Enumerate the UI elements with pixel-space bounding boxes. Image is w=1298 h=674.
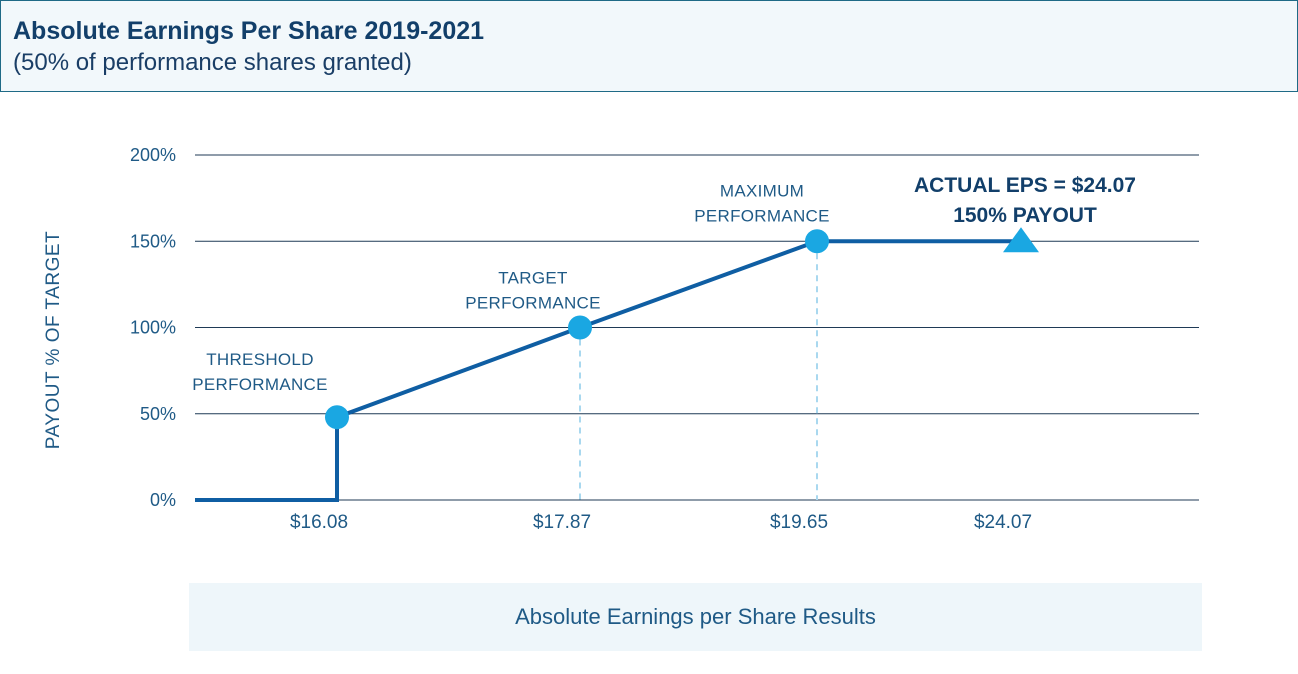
point-label: PERFORMANCE — [465, 294, 601, 313]
point-label: PERFORMANCE — [192, 375, 328, 394]
x-tick-label: $16.08 — [290, 512, 348, 533]
point-label: PERFORMANCE — [694, 206, 830, 225]
actual-eps-marker — [1003, 227, 1039, 253]
y-tick-label: 50% — [140, 404, 176, 424]
x-tick-label: $24.07 — [974, 512, 1032, 533]
eps-payout-chart: 0% 50% 100% 150% 200% PAYOUT % OF TARGET THRES… — [43, 145, 1199, 533]
x-axis-title-text: Absolute Earnings per Share Results — [515, 604, 876, 629]
chart-title: Absolute Earnings Per Share 2019-2021 — [13, 17, 485, 45]
x-tick-label: $17.87 — [533, 512, 591, 533]
y-tick-label: 150% — [130, 231, 176, 251]
y-axis-title: PAYOUT % OF TARGET — [43, 231, 64, 449]
y-tick-label: 200% — [130, 145, 176, 165]
performance-point — [568, 315, 592, 340]
performance-point — [805, 229, 829, 254]
actual-eps-label: ACTUAL EPS = $24.07 — [914, 174, 1136, 197]
x-tick-label: $19.65 — [770, 512, 828, 533]
chart-subtitle: (50% of performance shares granted) — [13, 49, 412, 76]
actual-eps-label: 150% PAYOUT — [953, 204, 1097, 227]
y-tick-label: 100% — [130, 318, 176, 338]
chart-header: Absolute Earnings Per Share 2019-2021 (5… — [0, 0, 1298, 92]
point-label: THRESHOLD — [206, 350, 314, 369]
point-label: TARGET — [498, 269, 568, 288]
performance-point — [325, 405, 349, 430]
y-tick-label: 0% — [150, 490, 176, 510]
payout-line — [195, 239, 1021, 502]
x-axis-title: Absolute Earnings per Share Results — [189, 583, 1202, 651]
point-label: MAXIMUM — [720, 181, 804, 200]
